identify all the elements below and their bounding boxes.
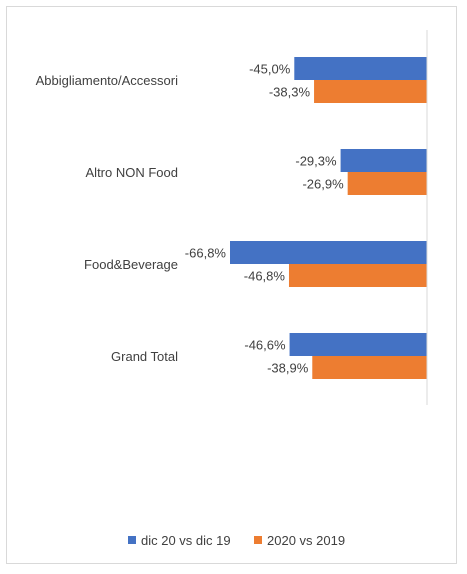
- data-label-abbigliamento-accessori-2020-vs-2019: -38,3%: [269, 85, 311, 100]
- category-label-food-beverage: Food&Beverage: [84, 257, 178, 272]
- labels-layer: -45,0% -38,3% Abbigliamento/Accessori -29,3…: [36, 62, 344, 376]
- data-label-food-beverage-dic-20-vs-dic-19: -66,8%: [185, 246, 227, 261]
- bar-abbigliamento-accessori-2020-vs-2019: [314, 80, 427, 103]
- bars-layer: [230, 57, 427, 379]
- data-label-abbigliamento-accessori-dic-20-vs-dic-19: -45,0%: [249, 62, 291, 77]
- category-label-altro-non-food: Altro NON Food: [86, 165, 178, 180]
- data-label-grand-total-2020-vs-2019: -38,9%: [267, 361, 309, 376]
- data-label-grand-total-dic-20-vs-dic-19: -46,6%: [244, 338, 286, 353]
- legend-label-dic-20-vs-dic-19: dic 20 vs dic 19: [141, 533, 231, 548]
- bar-food-beverage-2020-vs-2019: [288, 264, 427, 287]
- category-label-grand-total: Grand Total: [111, 349, 178, 364]
- data-label-altro-non-food-dic-20-vs-dic-19: -29,3%: [295, 154, 337, 169]
- legend-label-2020-vs-2019: 2020 vs 2019: [267, 533, 345, 548]
- data-label-altro-non-food-2020-vs-2019: -26,9%: [302, 177, 344, 192]
- bar-grand-total-2020-vs-2019: [312, 356, 427, 379]
- bar-altro-non-food-2020-vs-2019: [347, 172, 427, 195]
- data-label-food-beverage-2020-vs-2019: -46,8%: [244, 269, 286, 284]
- bar-abbigliamento-accessori-dic-20-vs-dic-19: [294, 57, 427, 80]
- bar-food-beverage-dic-20-vs-dic-19: [230, 241, 427, 264]
- category-label-abbigliamento-accessori: Abbigliamento/Accessori: [36, 73, 178, 88]
- legend-swatch-2020-vs-2019: [254, 536, 262, 544]
- bar-altro-non-food-dic-20-vs-dic-19: [340, 149, 427, 172]
- legend: dic 20 vs dic 19 2020 vs 2019: [128, 533, 345, 548]
- legend-swatch-dic-20-vs-dic-19: [128, 536, 136, 544]
- bar-grand-total-dic-20-vs-dic-19: [289, 333, 427, 356]
